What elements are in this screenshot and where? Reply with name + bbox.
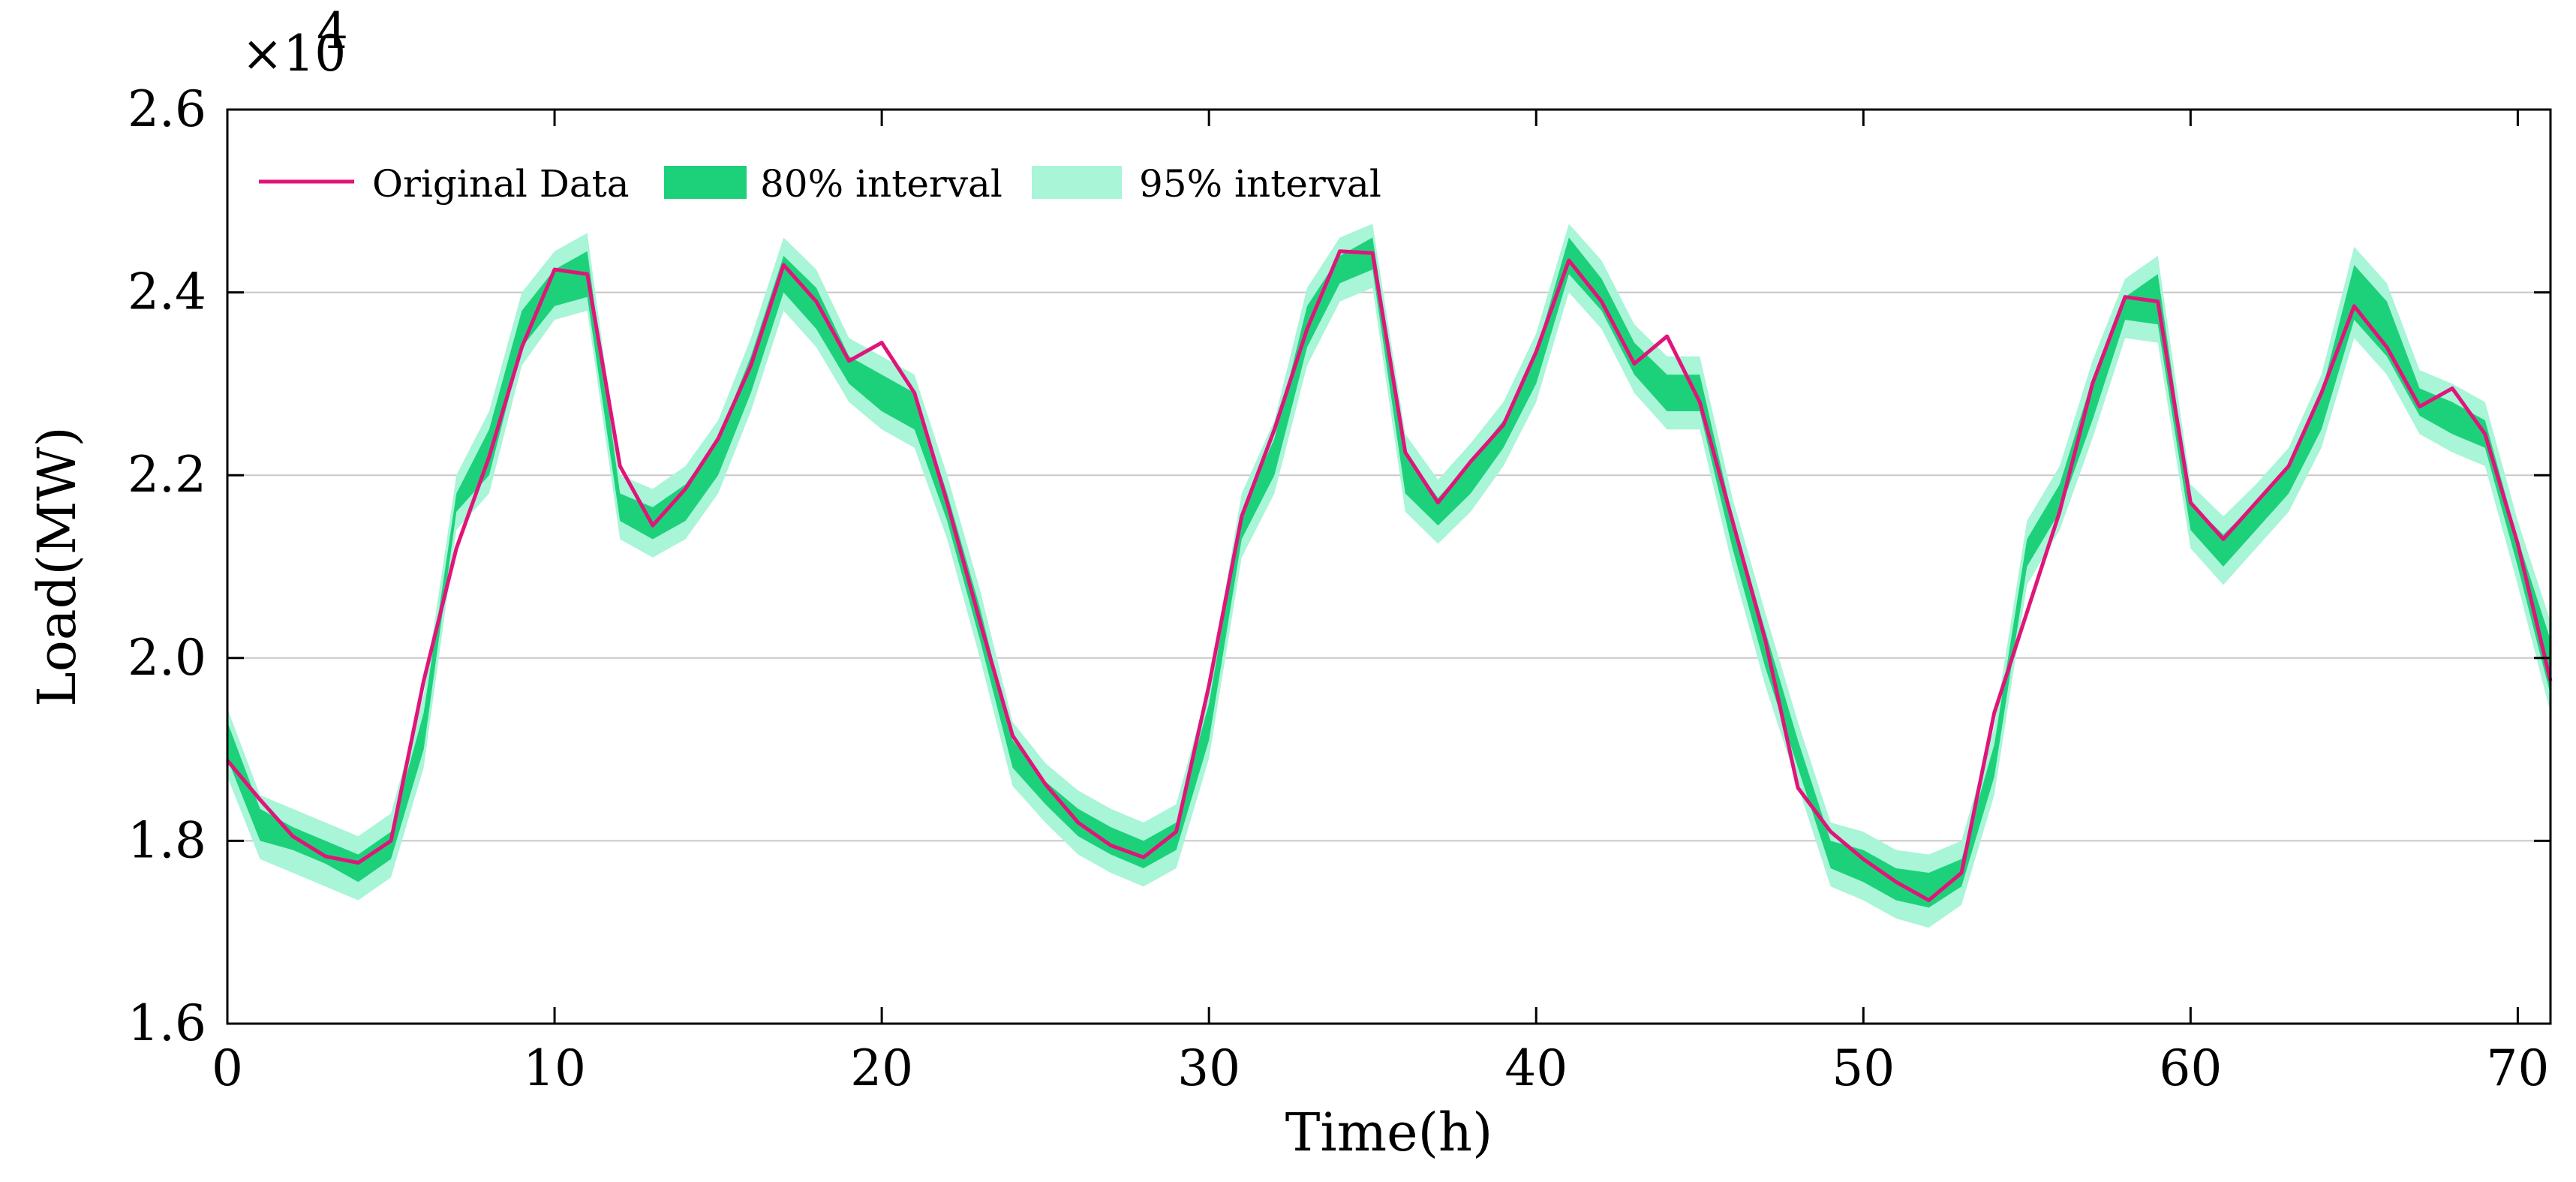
legend-label-95-interval: 95% interval (1139, 162, 1381, 206)
band-80-interval (227, 237, 2550, 908)
interval-bands (227, 224, 2550, 928)
legend: Original Data 80% interval 95% interval (259, 162, 1381, 206)
y-axis-title: Load(MW) (26, 426, 88, 706)
original-data-line (226, 249, 2553, 903)
x-tick-label: 0 (212, 1039, 243, 1097)
x-tick-label: 70 (2486, 1039, 2549, 1097)
x-tick-label: 10 (523, 1039, 586, 1097)
y-tick-label: 1.8 (128, 811, 206, 869)
legend-label-80-interval: 80% interval (760, 162, 1002, 206)
x-tick-label: 60 (2159, 1039, 2222, 1097)
legend-label-original-data: Original Data (372, 162, 630, 206)
y-axis-multiplier: ×10 4 (242, 2, 348, 83)
plot-area-frame (226, 108, 2552, 1025)
x-tick-label: 30 (1177, 1039, 1240, 1097)
x-axis-title: Time(h) (1285, 1102, 1493, 1163)
y-multiplier-exponent: 4 (317, 2, 348, 60)
y-tick-label: 1.6 (128, 994, 206, 1052)
x-tick-label: 40 (1504, 1039, 1568, 1097)
legend-swatch-80-interval (664, 166, 747, 199)
y-tick-label: 2.0 (128, 629, 206, 687)
x-tick-label: 20 (850, 1039, 913, 1097)
y-tick-label: 2.6 (128, 80, 206, 138)
legend-swatch-95-interval (1032, 166, 1122, 199)
y-axis-ticks: 1.6 1.8 2.0 2.2 2.4 2.6 (128, 80, 2550, 1052)
x-axis-ticks: 0 10 20 30 40 50 60 70 (212, 110, 2549, 1097)
y-multiplier-base: ×10 (242, 25, 346, 83)
y-tick-label: 2.2 (128, 446, 206, 504)
y-tick-label: 2.4 (128, 263, 206, 321)
x-tick-label: 50 (1832, 1039, 1895, 1097)
